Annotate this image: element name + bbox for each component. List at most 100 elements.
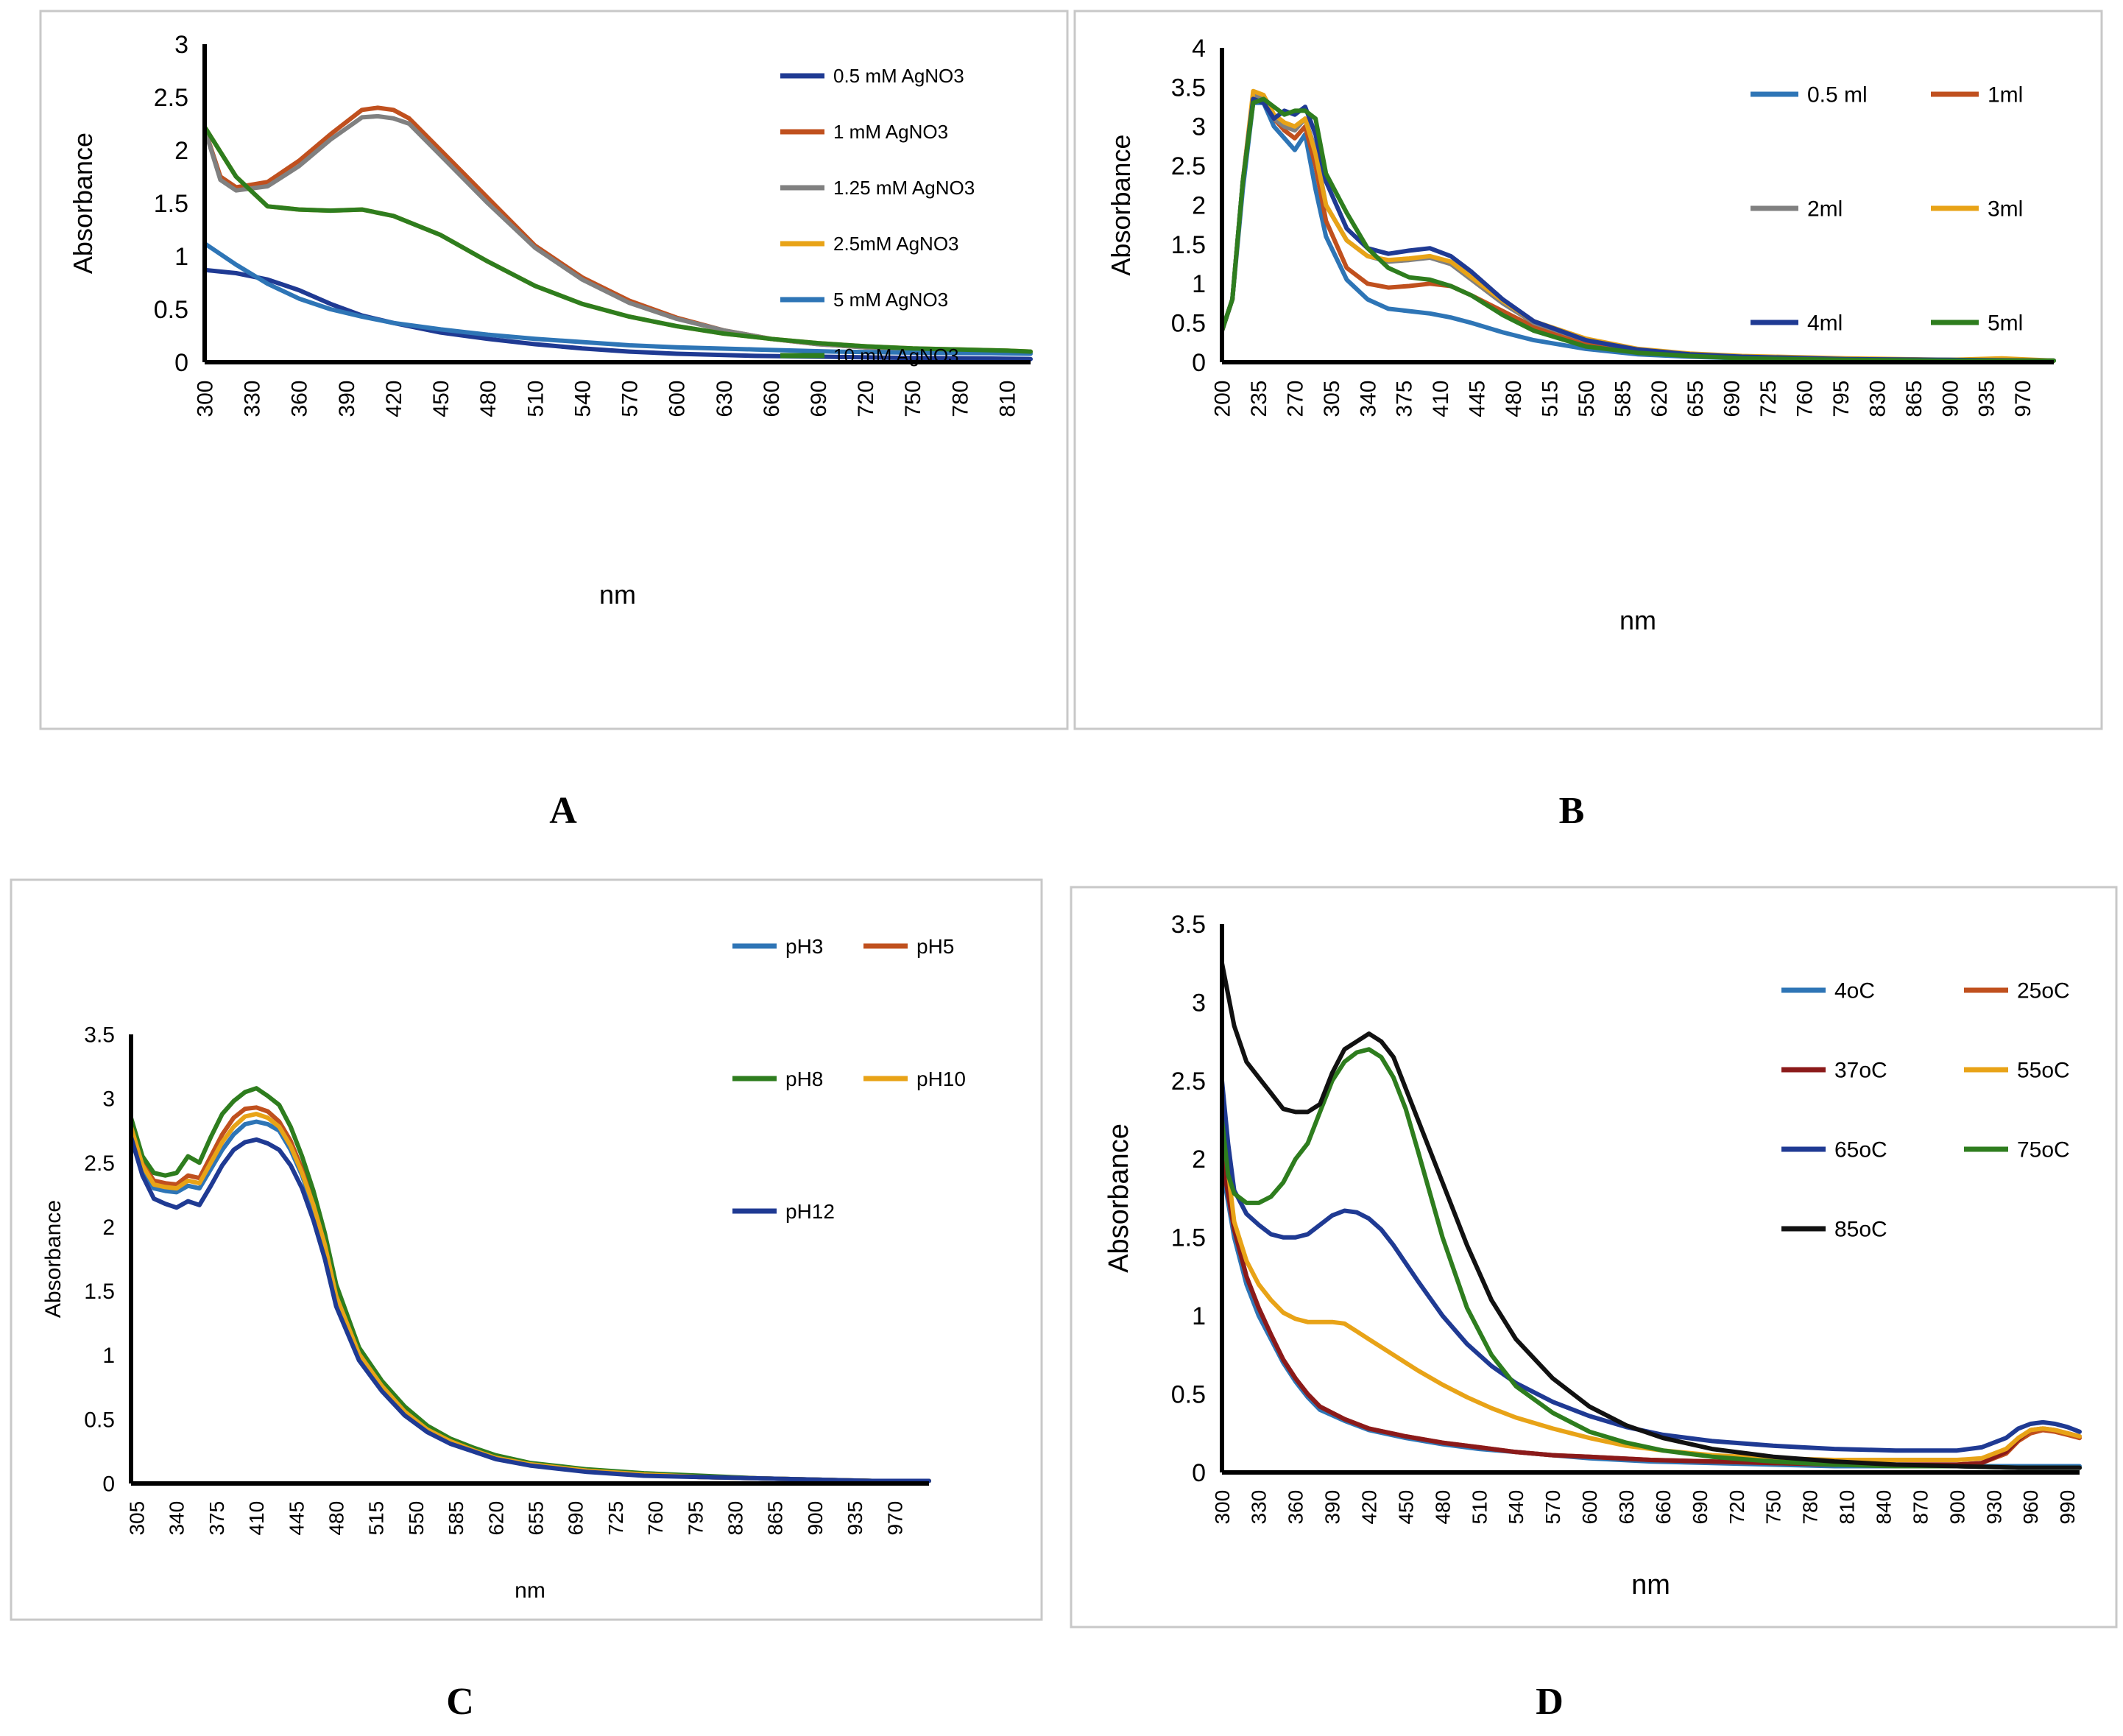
x-tick-label: 795 <box>1829 381 1854 417</box>
x-tick-label: 660 <box>1652 1490 1675 1525</box>
y-tick-label: 1 <box>174 243 188 271</box>
y-tick-label: 0 <box>174 349 188 377</box>
series-line-6 <box>1220 96 2056 363</box>
x-tick-label: 620 <box>484 1501 507 1536</box>
x-tick-label: 480 <box>476 381 501 417</box>
legend-label: pH12 <box>785 1200 835 1223</box>
y-tick-label: 3.5 <box>1171 911 1206 939</box>
x-tick-label: 360 <box>1285 1490 1307 1525</box>
y-tick-label: 1.5 <box>1171 1224 1206 1252</box>
y-axis-title: Absorbance <box>68 133 98 274</box>
panel-frame-b <box>1073 10 2103 730</box>
y-axis-title: Absorbance <box>1106 134 1136 275</box>
legend: 0.5 mM AgNO3 1 mM AgNO3 1.25 mM AgNO3 2.5mM… <box>780 65 975 367</box>
x-tick-label: 780 <box>948 381 972 417</box>
y-tick-label: 1 <box>1192 1302 1206 1330</box>
series-line-4 <box>1220 1118 2082 1462</box>
x-tick-label: 200 <box>1211 381 1235 417</box>
legend-label: 0.5 mM AgNO3 <box>833 65 964 87</box>
panel-frame-a <box>39 10 1069 730</box>
x-tick-label: 390 <box>1321 1490 1344 1525</box>
legend-label: 85oC <box>1834 1218 1887 1242</box>
x-tick-label: 450 <box>1394 1490 1417 1525</box>
x-tick-label: 620 <box>1647 381 1672 417</box>
y-tick-label: 3 <box>1192 113 1206 141</box>
y-tick-label: 0 <box>1192 349 1206 377</box>
series-line-7 <box>1220 961 2082 1470</box>
legend: 4oC 25oC 37oC 55oC 65oC 75oC 85oC <box>1781 979 2070 1242</box>
panel-label-d: D <box>1536 1681 1564 1723</box>
legend-label: 1.25 mM AgNO3 <box>833 177 975 199</box>
x-tick-label: 330 <box>241 381 265 417</box>
x-tick-label: 550 <box>405 1501 428 1536</box>
x-tick-label: 480 <box>1502 381 1526 417</box>
legend-label: 10 mM AgNO3 <box>833 345 959 367</box>
chart-a: 0 0.5 1 1.5 2 2.5 3 300 330 360 390 420 450 480 510 540… <box>68 31 1033 610</box>
x-tick-label: 540 <box>1505 1490 1527 1525</box>
y-tick-label: 4 <box>1192 35 1206 63</box>
x-tick-label: 830 <box>724 1501 747 1536</box>
y-tick-label: 2 <box>102 1215 115 1240</box>
series-line-5 <box>202 241 1033 356</box>
legend-label: 2.5mM AgNO3 <box>833 233 959 255</box>
series-line-6 <box>202 124 1033 354</box>
x-tick-label: 865 <box>764 1501 787 1536</box>
y-tick-label: 1.5 <box>84 1280 115 1304</box>
y-tick-label: 2 <box>174 137 188 165</box>
legend-label: 4oC <box>1834 979 1875 1003</box>
y-tick-label: 0.5 <box>84 1408 115 1432</box>
x-tick-label: 810 <box>1836 1490 1859 1525</box>
x-tick-label: 375 <box>1393 381 1417 417</box>
legend-label: 65oC <box>1834 1138 1887 1162</box>
x-tick-label: 660 <box>760 381 784 417</box>
x-tick-label: 690 <box>565 1501 587 1536</box>
x-tick-label: 450 <box>429 381 453 417</box>
legend-label: 37oC <box>1834 1059 1887 1083</box>
x-tick-label: 960 <box>2019 1490 2042 1525</box>
x-tick-label: 515 <box>365 1501 388 1536</box>
x-tick-label: 630 <box>1615 1490 1638 1525</box>
legend-label: pH8 <box>785 1068 823 1090</box>
x-tick-label: 270 <box>1283 381 1307 417</box>
y-tick-label: 0 <box>102 1472 115 1497</box>
x-tick-label: 510 <box>523 381 548 417</box>
x-tick-label: 655 <box>1684 381 1708 417</box>
x-tick-label: 375 <box>205 1501 228 1536</box>
x-tick-label: 990 <box>2056 1490 2079 1525</box>
panel-frame-c <box>10 878 1043 1621</box>
y-tick-label: 1 <box>102 1344 115 1368</box>
x-tick-label: 420 <box>1358 1490 1381 1525</box>
y-tick-label: 2 <box>1192 1146 1206 1174</box>
x-tick-label: 760 <box>1793 381 1818 417</box>
legend-label: 5 mM AgNO3 <box>833 289 948 311</box>
x-tick-label: 720 <box>854 381 878 417</box>
x-tick-label: 750 <box>1762 1490 1785 1525</box>
x-tick-label: 480 <box>325 1501 348 1536</box>
legend-label: pH3 <box>785 935 823 958</box>
panel-label-b: B <box>1559 790 1585 832</box>
chart-d: 0 0.5 1 1.5 2 2.5 3 3.5 300 330 360 390 420 450 480 510… <box>1103 911 2082 1601</box>
x-axis-title: nm <box>1631 1570 1670 1601</box>
x-tick-label: 445 <box>1466 381 1490 417</box>
legend-label: 3ml <box>1988 197 2023 222</box>
legend-label: 1ml <box>1988 83 2023 107</box>
y-tick-label: 3 <box>174 31 188 59</box>
x-tick-label: 330 <box>1248 1490 1271 1525</box>
legend-label: 4ml <box>1807 311 1843 336</box>
y-tick-label: 1.5 <box>1171 231 1206 259</box>
x-tick-label: 540 <box>571 381 595 417</box>
x-tick-label: 360 <box>288 381 312 417</box>
x-tick-label: 585 <box>1611 381 1635 417</box>
series-line-1 <box>202 267 1033 361</box>
x-tick-label: 420 <box>382 381 406 417</box>
y-tick-label: 2.5 <box>84 1151 115 1176</box>
legend-label: pH10 <box>916 1068 966 1090</box>
x-axis-title: nm <box>599 579 636 610</box>
panel-label-c: C <box>446 1681 474 1723</box>
y-axis-title: Absorbance <box>41 1200 66 1318</box>
y-tick-label: 3.5 <box>84 1023 115 1048</box>
x-tick-label: 600 <box>1578 1490 1601 1525</box>
x-tick-label: 720 <box>1725 1490 1748 1525</box>
x-tick-label: 870 <box>1909 1490 1932 1525</box>
